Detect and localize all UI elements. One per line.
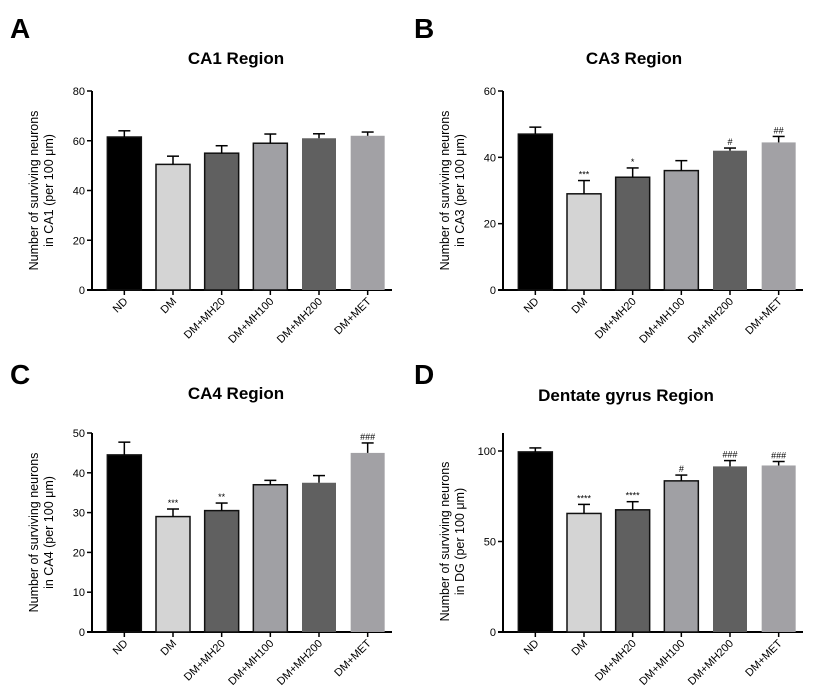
significance-label: **** xyxy=(577,493,592,503)
y-tick-label: 0 xyxy=(79,627,85,639)
significance-label: ** xyxy=(218,492,226,502)
x-tick-label: DM xyxy=(159,638,180,659)
significance-label: *** xyxy=(579,170,590,180)
x-tick-label: DM xyxy=(159,296,180,317)
bar xyxy=(155,163,191,291)
significance-label: ### xyxy=(771,450,786,460)
x-tick-label: DM+MH200 xyxy=(686,296,736,346)
bar xyxy=(761,465,796,632)
y-tick-label: 40 xyxy=(484,152,496,164)
bar xyxy=(350,135,385,290)
y-tick-label: 60 xyxy=(73,136,85,148)
chart-title: Dentate gyrus Region xyxy=(538,386,714,405)
y-axis-label: in DG (per 100 μm) xyxy=(453,488,467,595)
bar xyxy=(566,193,602,291)
bar xyxy=(713,466,747,632)
chart-panel-c: C CA4 Region Number of surviving neurons in… xyxy=(10,359,392,688)
bar xyxy=(302,482,336,632)
bar xyxy=(713,150,747,290)
bar xyxy=(252,483,289,633)
x-tick-label: DM+MET xyxy=(743,637,785,679)
x-tick-label: DM+MH20 xyxy=(182,638,228,684)
y-tick-label: 10 xyxy=(73,587,85,599)
x-tick-label: DM+MET xyxy=(743,295,785,337)
y-tick-label: 100 xyxy=(478,446,496,458)
bar xyxy=(761,142,796,290)
bar xyxy=(203,509,240,633)
bar xyxy=(614,509,651,633)
y-tick-label: 20 xyxy=(73,235,85,247)
y-tick-label: 20 xyxy=(73,547,85,559)
x-tick-label: DM+MH200 xyxy=(686,638,736,688)
significance-label: **** xyxy=(626,491,641,501)
significance-label: # xyxy=(679,464,684,474)
chart-panel-a: A CA1 Region Number of surviving neurons in… xyxy=(10,13,392,346)
panel-letter: B xyxy=(414,13,434,44)
x-tick-label: ND xyxy=(522,638,542,658)
bar xyxy=(517,451,554,633)
bar xyxy=(302,138,336,290)
significance-label: ### xyxy=(722,450,737,460)
y-tick-label: 0 xyxy=(490,627,496,639)
bar xyxy=(517,133,554,291)
y-axis-label: in CA3 (per 100 μm) xyxy=(453,134,467,247)
panel-letter: C xyxy=(10,359,30,390)
x-tick-label: DM+MH100 xyxy=(226,296,276,346)
bar xyxy=(106,454,143,633)
x-tick-label: DM+MET xyxy=(332,295,374,337)
x-tick-label: DM+MH200 xyxy=(275,296,325,346)
bar xyxy=(350,452,385,632)
panel-letter: A xyxy=(10,13,30,44)
y-tick-label: 30 xyxy=(73,508,85,520)
y-tick-label: 20 xyxy=(484,219,496,231)
x-tick-label: DM+MH100 xyxy=(226,638,276,688)
y-axis-label: Number of surviving neurons xyxy=(27,453,41,613)
x-tick-label: DM+MH100 xyxy=(637,638,687,688)
chart-panel-d: D Dentate gyrus Region Number of surviving… xyxy=(414,359,803,688)
significance-label: * xyxy=(631,157,635,167)
x-tick-label: DM+MH200 xyxy=(275,638,325,688)
significance-label: ## xyxy=(774,125,784,135)
y-axis-label: Number of surviving neurons xyxy=(438,462,452,622)
y-axis-label: in CA4 (per 100 μm) xyxy=(42,476,56,589)
y-axis-label: Number of surviving neurons xyxy=(438,111,452,271)
x-tick-label: ND xyxy=(111,296,131,316)
chart-title: CA1 Region xyxy=(188,49,284,68)
x-tick-label: ND xyxy=(111,638,131,658)
y-tick-label: 50 xyxy=(73,428,85,440)
bar xyxy=(663,480,700,633)
x-tick-label: DM+MH20 xyxy=(593,638,639,684)
bar xyxy=(614,176,651,291)
chart-title: CA4 Region xyxy=(188,384,284,403)
x-tick-label: DM+MH20 xyxy=(182,296,228,342)
y-tick-label: 80 xyxy=(73,86,85,98)
y-tick-label: 60 xyxy=(484,86,496,98)
y-axis-label: in CA1 (per 100 μm) xyxy=(42,134,56,247)
y-tick-label: 40 xyxy=(73,186,85,198)
significance-label: *** xyxy=(168,498,179,508)
y-tick-label: 0 xyxy=(79,285,85,297)
significance-label: # xyxy=(727,137,732,147)
panel-letter: D xyxy=(414,359,434,390)
x-tick-label: DM xyxy=(570,638,591,659)
bar xyxy=(203,152,240,291)
y-tick-label: 0 xyxy=(490,285,496,297)
y-axis-label: Number of surviving neurons xyxy=(27,111,41,271)
significance-label: ### xyxy=(360,432,375,442)
bar xyxy=(252,142,289,291)
chart-title: CA3 Region xyxy=(586,49,682,68)
x-tick-label: DM+MH20 xyxy=(593,296,639,342)
bar xyxy=(106,136,143,291)
y-tick-label: 40 xyxy=(73,468,85,480)
y-tick-label: 50 xyxy=(484,537,496,549)
chart-panel-b: B CA3 Region Number of surviving neurons in… xyxy=(414,13,803,346)
bar xyxy=(566,512,602,633)
bar xyxy=(663,169,700,291)
x-tick-label: ND xyxy=(522,296,542,316)
x-tick-label: DM xyxy=(570,296,591,317)
x-tick-label: DM+MET xyxy=(332,637,374,679)
x-tick-label: DM+MH100 xyxy=(637,296,687,346)
bar xyxy=(155,515,191,633)
